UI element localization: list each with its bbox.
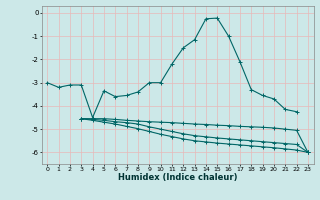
X-axis label: Humidex (Indice chaleur): Humidex (Indice chaleur): [118, 173, 237, 182]
